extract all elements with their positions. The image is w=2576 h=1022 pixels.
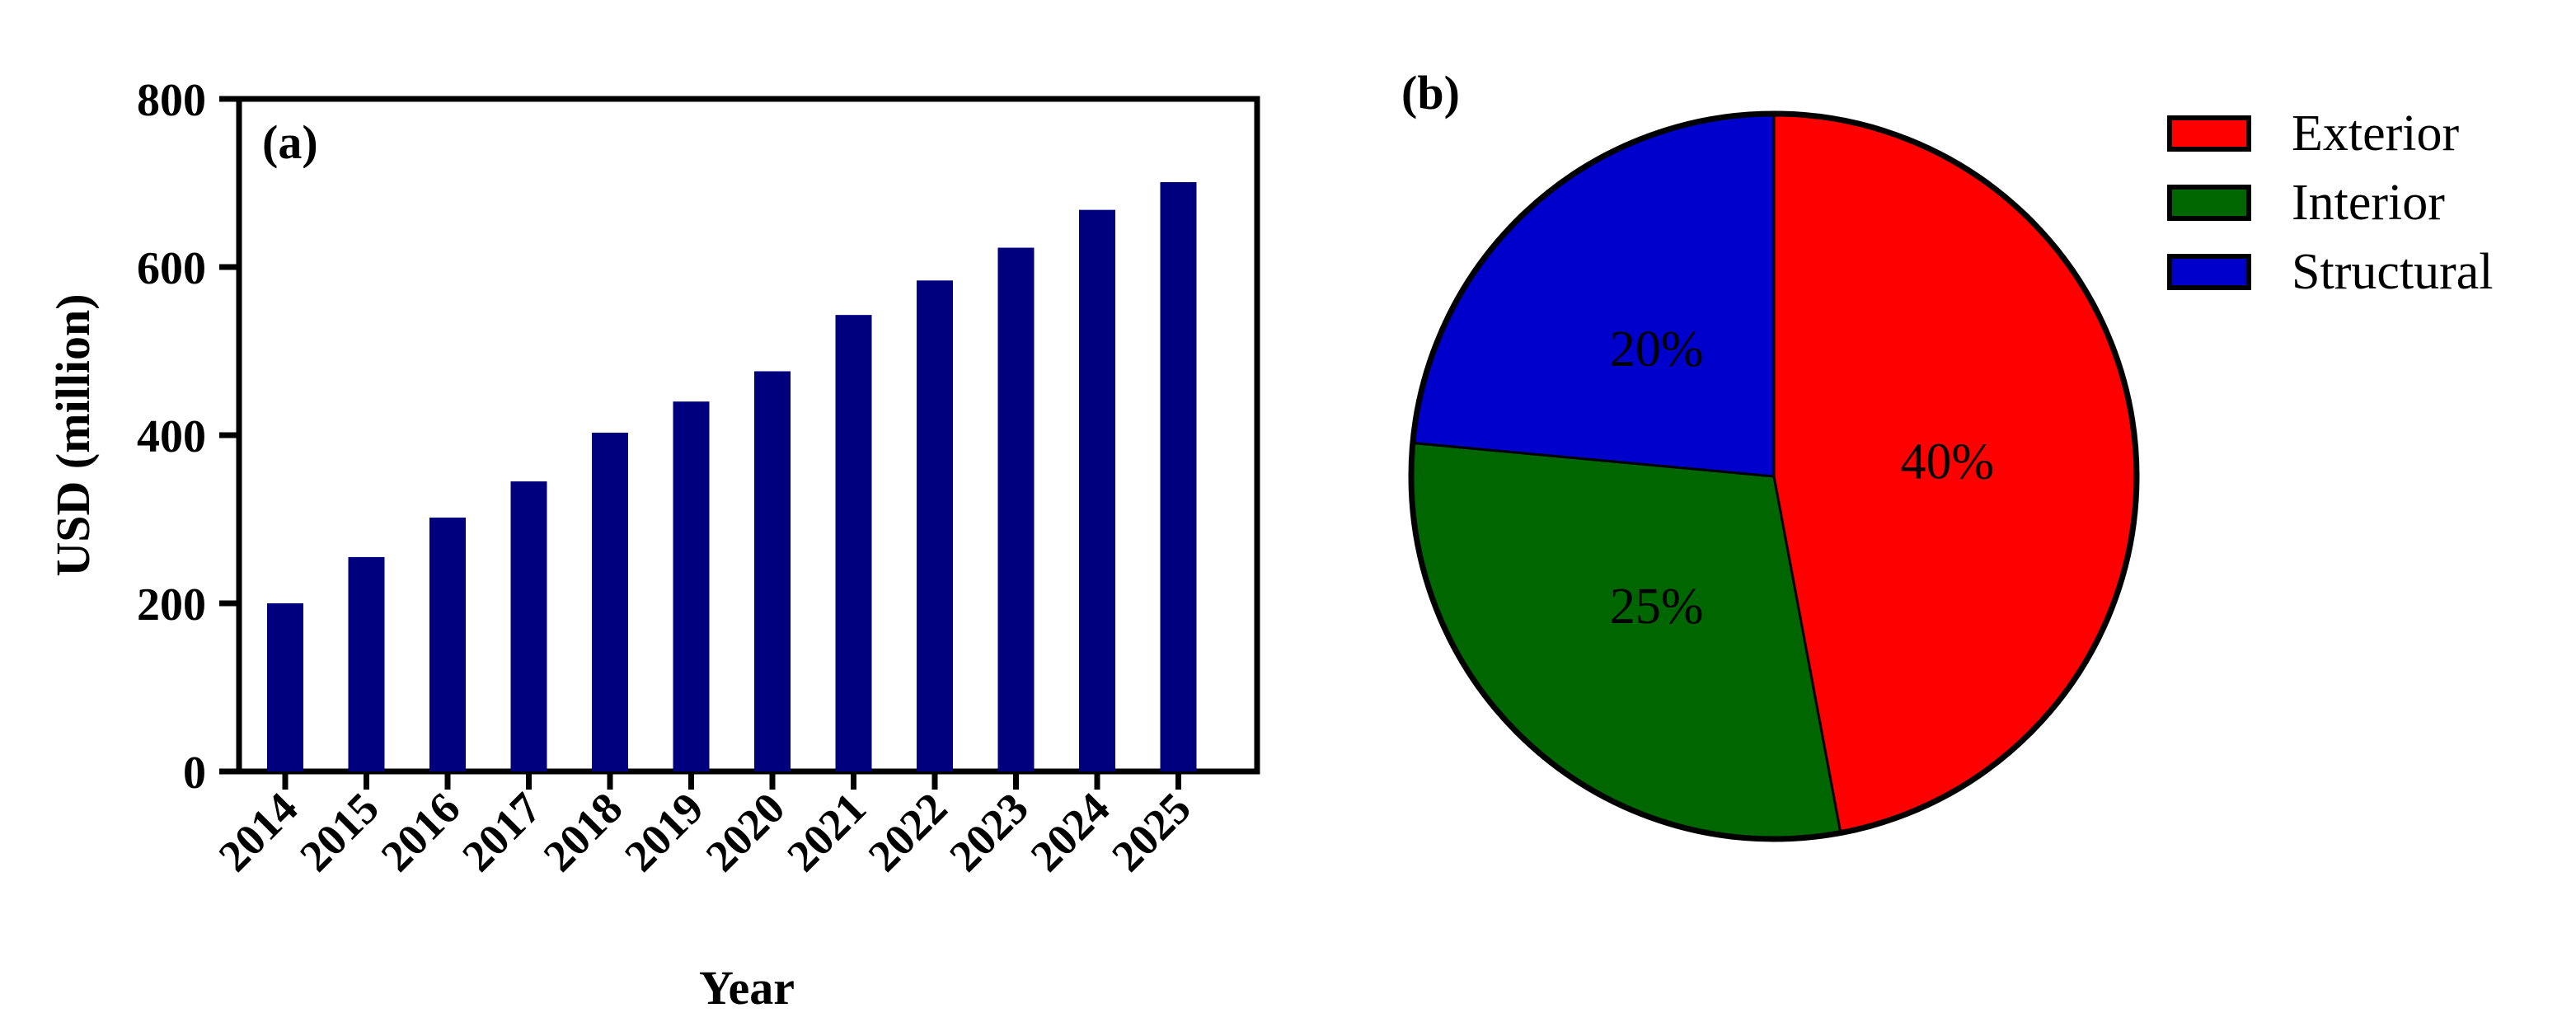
bar-2017 xyxy=(510,481,547,771)
legend-swatch-structural xyxy=(2167,254,2251,290)
bar-2021 xyxy=(835,315,872,771)
pie-outline xyxy=(1408,110,2140,842)
x-tick-label: 2022 xyxy=(859,783,957,881)
y-tick-label: 400 xyxy=(137,411,206,462)
bar-2016 xyxy=(429,517,466,771)
bar-2015 xyxy=(348,556,385,771)
legend-swatch-interior xyxy=(2167,185,2251,221)
legend-label-exterior: Exterior xyxy=(2292,105,2459,162)
legend-swatch-exterior xyxy=(2167,115,2251,152)
pie-slice-interior xyxy=(1410,441,1842,841)
panel-label-a: (a) xyxy=(262,115,318,169)
pie-slices xyxy=(1410,112,2138,841)
pie-label-interior: 25% xyxy=(1610,579,1704,635)
x-tick-label: 2021 xyxy=(777,783,875,881)
pie-label-structural: 20% xyxy=(1610,321,1704,377)
bar-2019 xyxy=(673,401,710,771)
pie-slice-structural xyxy=(1411,112,1776,478)
bar-2020 xyxy=(754,371,791,771)
y-tick-label: 0 xyxy=(183,748,206,799)
y-tick-label: 600 xyxy=(137,243,206,294)
x-tick-label: 2015 xyxy=(290,783,388,881)
y-axis-label: USD (million) xyxy=(46,293,100,576)
pie-label-exterior: 40% xyxy=(1900,434,1994,490)
bar-2022 xyxy=(917,280,953,771)
legend-label-structural: Structural xyxy=(2292,244,2494,300)
x-tick-label: 2023 xyxy=(940,783,1038,881)
x-tick-label: 2020 xyxy=(697,783,795,881)
x-axis-label: Year xyxy=(699,961,795,1015)
x-tick-label: 2018 xyxy=(534,783,632,881)
y-tick-label: 800 xyxy=(137,75,206,126)
x-tick-label: 2017 xyxy=(453,783,551,881)
bar-2023 xyxy=(997,247,1035,771)
y-tick-label: 200 xyxy=(137,579,206,631)
pie-slice-labels: 40% 25% 20% xyxy=(1610,321,1994,635)
legend-label-interior: Interior xyxy=(2292,175,2445,231)
bar-series xyxy=(267,181,1197,772)
pie-legend: Exterior Interior Structural xyxy=(2167,105,2494,300)
pie-chart: (b) 40% 25% 20% Exterior Interior Structural xyxy=(1401,66,2494,842)
bar-2025 xyxy=(1160,181,1197,772)
x-tick-label: 2024 xyxy=(1021,783,1119,881)
x-tick-label: 2014 xyxy=(209,783,307,881)
bar-y-ticks: 0 200 400 600 800 xyxy=(137,75,239,799)
panel-label-b: (b) xyxy=(1401,66,1460,120)
bar-2024 xyxy=(1079,209,1115,771)
bar-2014 xyxy=(267,603,303,771)
bar-2018 xyxy=(592,432,628,771)
x-tick-label: 2019 xyxy=(615,783,713,881)
x-tick-label: 2016 xyxy=(372,783,470,881)
x-tick-label: 2025 xyxy=(1102,783,1200,881)
bar-x-ticks: 2014201520162017201820192020202120222023… xyxy=(209,771,1200,881)
